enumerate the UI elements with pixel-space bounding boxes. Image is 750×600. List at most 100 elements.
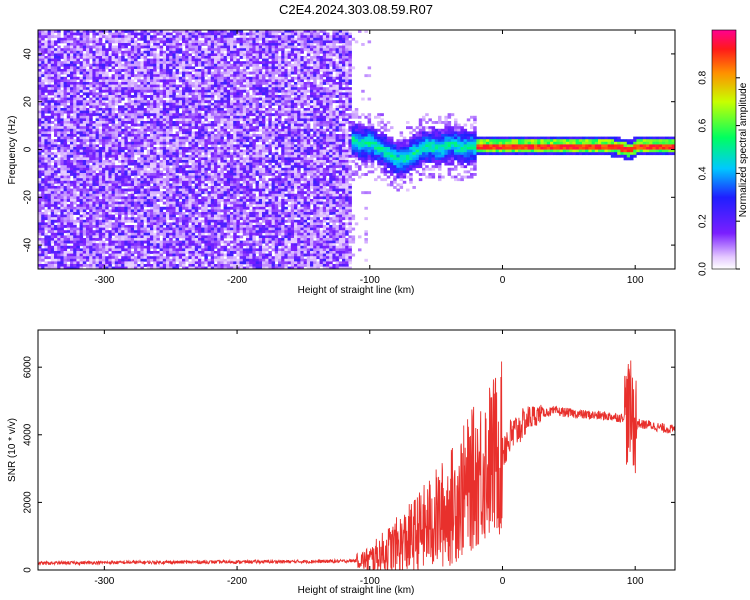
spectrogram-cell (185, 136, 189, 140)
spectrogram-cell (204, 230, 208, 234)
spectrogram-cell (220, 50, 224, 54)
spectrogram-cell (44, 253, 48, 257)
spectrogram-cell (38, 48, 42, 52)
spectrogram-cell (114, 266, 119, 269)
spectrogram-cell (105, 50, 109, 54)
spectrogram-cell (207, 191, 212, 195)
spectrogram-cell (89, 48, 93, 52)
spectrogram-cell (38, 84, 42, 88)
spectrogram-cell (191, 235, 196, 239)
spectrogram-cell (70, 170, 74, 174)
spectrogram-cell (124, 66, 128, 70)
spectrogram-cell (44, 217, 48, 221)
spectrogram-cell (134, 40, 138, 44)
spectrogram-cell (140, 251, 144, 254)
spectrogram-cell (82, 261, 87, 265)
spectrogram-cell (223, 102, 228, 106)
spectrogram-cell (134, 82, 138, 85)
spectrogram-cell (98, 102, 103, 106)
spectrogram-cell (185, 149, 189, 153)
spectrogram-cell (60, 128, 64, 132)
spectrogram-cell (156, 32, 160, 36)
spectrogram-cell (73, 32, 77, 36)
spectrogram-cell (86, 92, 90, 96)
spectrogram-cell (41, 204, 45, 208)
spectrogram-cell (191, 105, 196, 109)
spectrogram-cell (102, 266, 106, 269)
spectrogram-cell (146, 149, 151, 153)
spectrogram-cell (194, 45, 199, 49)
spectrogram-cell (220, 32, 224, 36)
spectrogram-cell (140, 235, 144, 239)
spectrogram-cell (57, 243, 61, 247)
spectrogram-cell (121, 165, 125, 169)
spectrogram-cell (162, 232, 167, 236)
spectrogram-cell (172, 230, 176, 234)
spectrogram-cell (89, 230, 93, 234)
spectrogram-cell (124, 35, 128, 39)
spectrogram-cell (79, 121, 84, 124)
spectrogram-cell (89, 235, 93, 239)
spectrogram-cell (153, 180, 157, 184)
spectrogram-cell (143, 95, 148, 98)
spectrogram-cell (38, 248, 42, 252)
spectrogram-cell (41, 248, 45, 252)
spectrogram-cell (95, 180, 100, 184)
spectrogram-cell (182, 264, 186, 267)
spectrogram-cell (172, 56, 176, 59)
spectrogram-cell (73, 58, 77, 62)
spectrogram-cell (79, 240, 84, 244)
spectrogram-cell (146, 71, 151, 75)
spectrogram-cell (146, 212, 151, 215)
spectrogram-cell (217, 154, 221, 158)
spectrogram-cell (207, 100, 212, 104)
spectrogram-cell (175, 253, 180, 257)
spectrogram-cell (130, 160, 135, 163)
spectrogram-cell (198, 128, 202, 132)
spectrogram-cell (150, 201, 154, 205)
spectrogram-cell (98, 100, 103, 104)
spectrogram-cell (130, 53, 135, 57)
spectrogram-cell (223, 84, 228, 88)
spectrogram-cell (57, 175, 61, 179)
spectrogram-cell (166, 191, 170, 195)
spectrogram-cell (201, 123, 205, 127)
spectrogram-cell (130, 243, 135, 247)
spectrogram-cell (159, 92, 164, 96)
spectrogram-cell (143, 165, 148, 169)
spectrogram-cell (79, 37, 84, 41)
spectrogram-cell (188, 113, 192, 117)
spectrogram-cell (54, 245, 58, 249)
spectrogram-cell (182, 113, 186, 117)
spectrogram-cell (108, 165, 112, 169)
spectrogram-cell (175, 225, 180, 228)
spectrogram-cell (111, 115, 116, 119)
spectrogram-cell (210, 87, 215, 91)
spectrogram-cell (137, 79, 141, 83)
spectrogram-cell (124, 256, 128, 260)
spectrogram-cell (102, 53, 106, 57)
spectrogram-cell (108, 160, 112, 163)
spectrogram-cell (86, 136, 90, 140)
spectrogram-cell (124, 40, 128, 44)
spectrogram-cell (118, 180, 122, 184)
spectrogram-cell (114, 144, 119, 148)
spectrogram-cell (166, 32, 170, 36)
spectrogram-cell (54, 113, 58, 117)
spectrogram-cell (159, 50, 164, 54)
spectrogram-cell (38, 217, 42, 221)
spectrogram-cell (220, 162, 224, 166)
spectrogram-cell (76, 45, 80, 49)
spectrogram-cell (166, 40, 170, 44)
spectrogram-cell (156, 95, 160, 98)
spectrogram-cell (121, 84, 125, 88)
spectrogram-cell (92, 121, 96, 124)
spectrogram-cell (47, 167, 52, 171)
spectrogram-cell (140, 167, 144, 171)
spectrogram-cell (44, 74, 48, 78)
spectrogram-cell (121, 89, 125, 93)
spectrogram-cell (140, 66, 144, 70)
spectrogram-cell (210, 261, 215, 265)
spectrogram-cell (143, 225, 148, 228)
spectrogram-cell (118, 121, 122, 124)
